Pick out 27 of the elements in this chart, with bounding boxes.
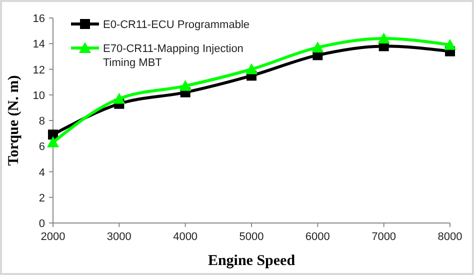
point: [179, 80, 192, 91]
point: [246, 63, 258, 74]
y-tick-label: 8: [38, 116, 45, 128]
x-axis-title: Engine Speed: [208, 253, 296, 269]
y-tick-label: 0: [38, 218, 45, 230]
y-axis-title: Torque (N. m): [6, 75, 22, 166]
x-tick-label: 6000: [305, 231, 330, 243]
y-tick-label: 14: [32, 38, 45, 51]
y-tick-label: 4: [38, 166, 45, 179]
x-tick-label: 8000: [438, 231, 462, 243]
x-tick-label: 5000: [239, 231, 264, 243]
point: [47, 136, 59, 148]
y-tick-label: 12: [32, 64, 45, 76]
x-tick-label: 2000: [40, 231, 66, 243]
point: [378, 32, 390, 44]
point: [113, 92, 126, 104]
x-tick-label: 4000: [173, 231, 198, 243]
y-tick-label: 2: [38, 192, 45, 204]
point: [444, 38, 456, 50]
point: [312, 41, 324, 52]
legend-label: E70-CR11-Mapping Injection Timing MBT: [103, 43, 244, 69]
y-tick-label: 6: [38, 141, 45, 154]
y-tick-label: 16: [32, 13, 45, 25]
x-tick-label: 7000: [372, 231, 396, 243]
y-tick-label: 10: [32, 90, 45, 102]
x-tick-label: 3000: [106, 231, 132, 243]
legend-label: E0-CR11-ECU Programmable: [103, 19, 250, 31]
